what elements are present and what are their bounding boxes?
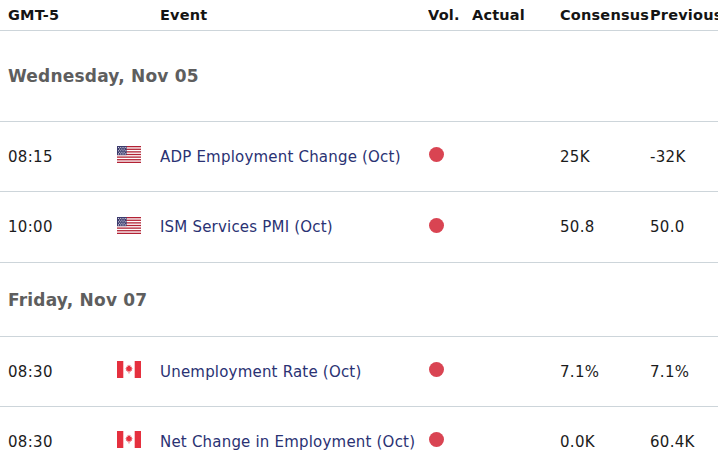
event-row[interactable]: 10:00 — [0, 192, 718, 263]
col-header-consensus: Consensus — [560, 7, 650, 23]
col-header-event: Event — [160, 7, 428, 23]
volatility-high-icon — [429, 147, 444, 162]
consensus-value: 25K — [560, 148, 650, 166]
event-time: 08:30 — [0, 363, 117, 381]
previous-value: 7.1% — [650, 363, 718, 381]
date-label: Friday, Nov 07 — [8, 290, 147, 310]
col-header-vol: Vol. — [428, 7, 472, 23]
event-time: 10:00 — [0, 218, 117, 236]
event-time: 08:15 — [0, 148, 117, 166]
event-name: Net Change in Employment (Oct) — [160, 433, 428, 451]
volatility-high-icon — [429, 432, 444, 447]
event-row[interactable]: 08:30 Unemployment Rate (Oct) 7.1% 7.1% — [0, 337, 718, 407]
col-header-actual: Actual — [472, 7, 560, 23]
col-header-previous: Previous — [650, 7, 718, 23]
consensus-value: 50.8 — [560, 218, 650, 236]
previous-value: 60.4K — [650, 433, 718, 451]
event-row[interactable]: 08:30 Net Change in Employment (Oct) 0.0… — [0, 407, 718, 476]
event-name: ADP Employment Change (Oct) — [160, 148, 428, 166]
date-section-header: Friday, Nov 07 — [0, 263, 718, 337]
canada-flag-icon — [117, 431, 141, 448]
event-name: ISM Services PMI (Oct) — [160, 218, 428, 236]
economic-calendar: GMT-5 Event Vol. Actual Consensus Previo… — [0, 0, 718, 476]
event-row[interactable]: 08:15 — [0, 122, 718, 192]
us-flag-icon — [117, 146, 141, 163]
event-name: Unemployment Rate (Oct) — [160, 363, 428, 381]
previous-value: 50.0 — [650, 218, 718, 236]
date-label: Wednesday, Nov 05 — [8, 66, 199, 86]
volatility-high-icon — [429, 362, 444, 377]
table-header-row: GMT-5 Event Vol. Actual Consensus Previo… — [0, 0, 718, 31]
consensus-value: 0.0K — [560, 433, 650, 451]
event-time: 08:30 — [0, 433, 117, 451]
consensus-value: 7.1% — [560, 363, 650, 381]
previous-value: -32K — [650, 148, 718, 166]
col-header-gmt: GMT-5 — [0, 7, 117, 23]
date-section-header: Wednesday, Nov 05 — [0, 31, 718, 122]
us-flag-icon — [117, 217, 141, 234]
volatility-high-icon — [429, 218, 444, 233]
canada-flag-icon — [117, 361, 141, 378]
